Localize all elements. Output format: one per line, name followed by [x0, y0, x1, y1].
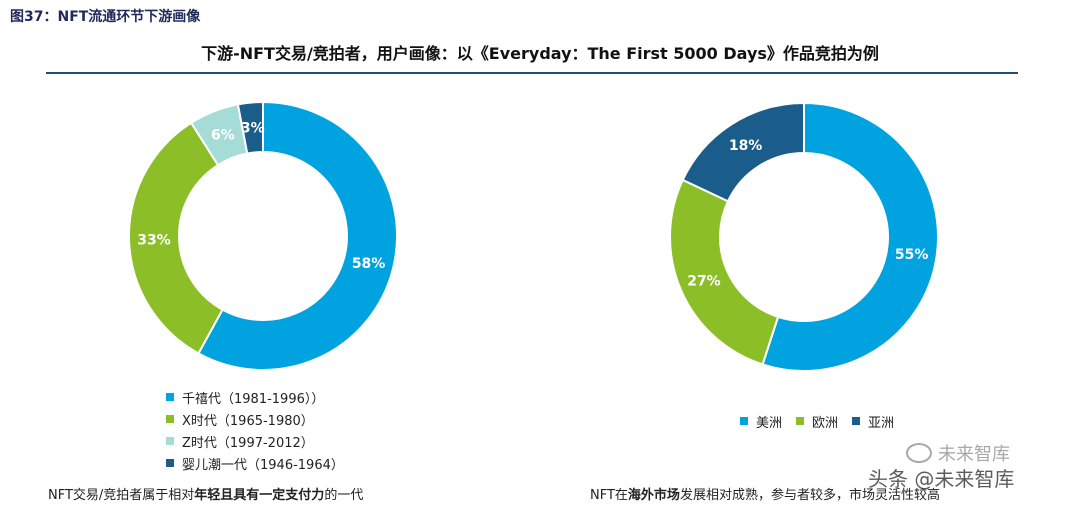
title-divider	[46, 72, 1018, 74]
legend-right: 美洲 欧洲 亚洲	[740, 410, 894, 432]
watermark-top: 未来智库	[906, 440, 1010, 466]
donut-1-label-1: 58%	[352, 256, 386, 272]
legend-left-item-1-swatch	[166, 393, 174, 401]
watermark-top-text: 未来智库	[938, 444, 1010, 465]
caption-right-post: 发展相对成熟，参与者较多，市场灵活性较高	[679, 488, 940, 503]
legend-right-item-2-label: 欧洲	[812, 415, 839, 431]
legend-left-item-4-label: 婴儿潮一代（1946-1964）	[182, 457, 344, 473]
caption-left-pre: NFT交易/竞拍者属于相对	[48, 488, 195, 503]
donut-2-label-1: 55%	[895, 247, 929, 263]
caption-left-bold: 年轻且具有一定支付力	[194, 488, 325, 503]
legend-left-item-2-label: X时代（1965-1980）	[182, 413, 314, 429]
legend-left-item-1: 千禧代（1981-1996））	[166, 386, 344, 408]
caption-left: NFT交易/竞拍者属于相对年轻且具有一定支付力的一代	[48, 484, 363, 503]
legend-left-item-4: 婴儿潮一代（1946-1964）	[166, 452, 344, 474]
legend-right-item-2: 欧洲	[796, 410, 838, 432]
legend-left-item-3-label: Z时代（1997-2012）	[182, 435, 314, 451]
donut-1-label-3: 6%	[211, 128, 235, 144]
legend-left-item-3-swatch	[166, 437, 174, 445]
legend-left-item-1-label: 千禧代（1981-1996））	[182, 391, 325, 407]
caption-right-bold: 海外市场	[627, 488, 680, 503]
legend-left-item-2-swatch	[166, 415, 174, 423]
legend-right-item-3-label: 亚洲	[868, 415, 895, 431]
donut-2-label-2: 27%	[687, 273, 721, 289]
legend-right-item-3: 亚洲	[852, 410, 894, 432]
wechat-icon	[906, 443, 932, 463]
legend-right-item-1-label: 美洲	[756, 415, 783, 431]
donut-1-slice-1	[197, 100, 398, 371]
legend-left-item-2: X时代（1965-1980）	[166, 408, 344, 430]
donut-1-label-4: 3%	[241, 120, 265, 136]
legend-right-item-1: 美洲	[740, 410, 782, 432]
caption-right-pre: NFT在	[590, 488, 628, 503]
legend-right-item-2-swatch	[796, 417, 805, 425]
donut-2-slice-1	[761, 101, 939, 372]
chart-subtitle: 下游-NFT交易/竞拍者，用户画像：以《Everyday：The First 5…	[201, 44, 879, 63]
caption-left-post: 的一代	[324, 488, 364, 503]
donut-1-label-2: 33%	[137, 232, 171, 248]
donut-1-slice-2	[128, 121, 224, 355]
legend-left-item-3: Z时代（1997-2012）	[166, 430, 344, 452]
legend-left-item-4-swatch	[166, 459, 174, 467]
watermark: 头条 @未来智库	[868, 467, 1015, 491]
legend-left: 千禧代（1981-1996）） X时代（1965-1980） Z时代（1997-20…	[166, 386, 344, 474]
figure-label: 图37：NFT流通环节下游画像	[10, 9, 201, 25]
legend-right-item-3-swatch	[852, 417, 861, 425]
donut-2-slice-3	[681, 101, 805, 203]
donut-2-label-3: 18%	[729, 138, 763, 154]
caption-right: NFT在海外市场发展相对成熟，参与者较多，市场灵活性较高	[590, 484, 940, 503]
donut-1-slice-4	[236, 100, 264, 155]
legend-right-item-1-swatch	[740, 417, 748, 425]
donut-2-slice-2	[669, 178, 780, 366]
